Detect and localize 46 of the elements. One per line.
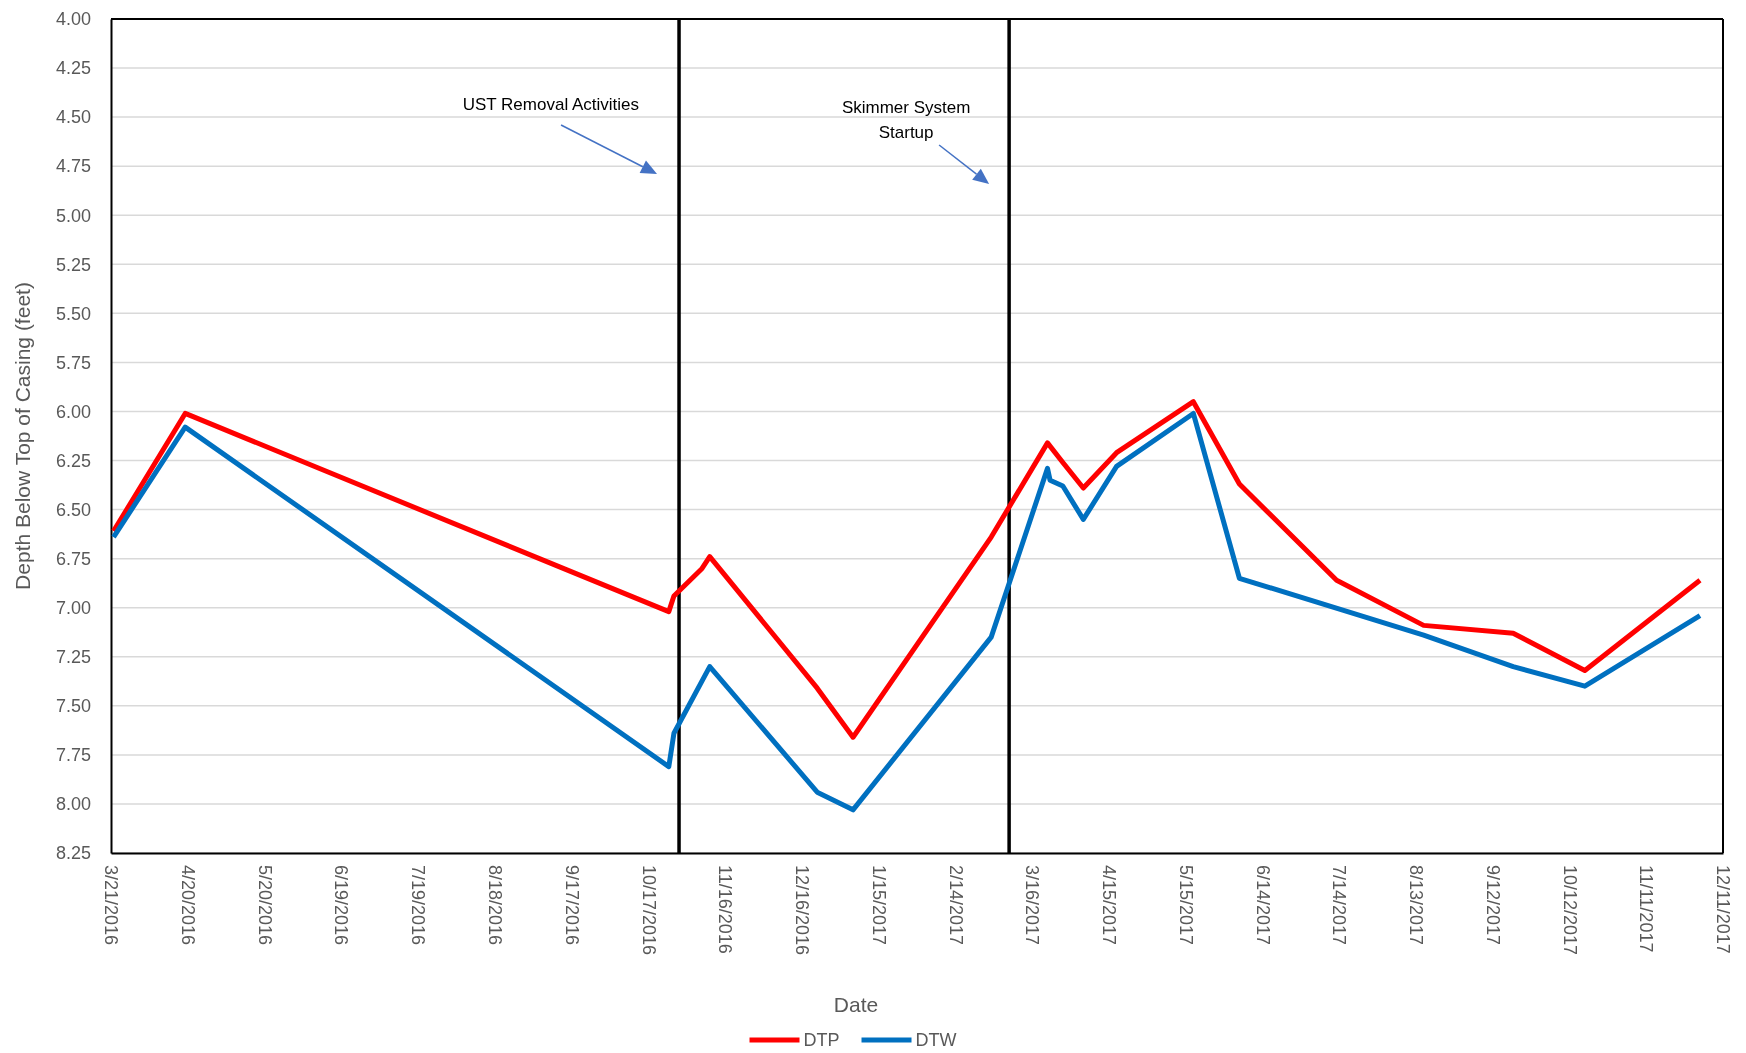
x-tick-label: 7/19/2016 bbox=[408, 865, 429, 946]
y-tick-label: 5.50 bbox=[55, 303, 91, 324]
y-tick-label: 7.50 bbox=[55, 696, 91, 717]
x-tick-label: 12/11/2017 bbox=[1713, 865, 1734, 954]
y-tick-label: 4.00 bbox=[55, 9, 91, 30]
y-tick-label: 5.75 bbox=[55, 352, 91, 373]
x-tick-label: 9/17/2016 bbox=[561, 865, 582, 946]
x-tick-label: 11/11/2017 bbox=[1636, 865, 1657, 953]
x-tick-label: 6/19/2016 bbox=[331, 865, 352, 946]
legend-label: DTW bbox=[915, 1030, 957, 1051]
y-tick-label: 8.25 bbox=[55, 843, 91, 864]
x-tick-label: 11/16/2016 bbox=[715, 865, 736, 954]
legend-label: DTP bbox=[803, 1030, 840, 1051]
x-tick-label: 5/15/2017 bbox=[1175, 865, 1196, 946]
y-tick-label: 6.00 bbox=[55, 401, 91, 422]
y-tick-label: 5.00 bbox=[55, 205, 91, 226]
x-tick-label: 3/16/2017 bbox=[1022, 865, 1043, 946]
x-tick-label: 4/20/2016 bbox=[177, 865, 198, 946]
y-tick-label: 4.75 bbox=[55, 156, 91, 177]
y-tick-label: 7.75 bbox=[55, 745, 91, 766]
x-tick-label: 1/15/2017 bbox=[868, 865, 889, 946]
y-tick-label: 8.00 bbox=[55, 794, 91, 815]
x-tick-label: 2/14/2017 bbox=[945, 865, 966, 946]
y-tick-label: 7.00 bbox=[55, 597, 91, 618]
x-tick-label: 4/15/2017 bbox=[1099, 865, 1120, 946]
x-tick-label: 8/13/2017 bbox=[1406, 865, 1427, 946]
x-tick-label: 9/12/2017 bbox=[1482, 865, 1503, 946]
x-tick-label: 10/17/2016 bbox=[638, 865, 659, 956]
y-tick-label: 5.25 bbox=[55, 254, 91, 275]
x-tick-label: 7/14/2017 bbox=[1329, 865, 1350, 946]
x-tick-label: 3/21/2016 bbox=[101, 865, 122, 946]
x-tick-label: 8/18/2016 bbox=[485, 865, 506, 946]
y-tick-label: 6.75 bbox=[55, 548, 91, 569]
y-axis-title: Depth Below Top of Casing (feet) bbox=[11, 282, 34, 590]
x-tick-label: 10/12/2017 bbox=[1559, 865, 1580, 956]
x-tick-label: 6/14/2017 bbox=[1252, 865, 1273, 946]
y-tick-label: 4.25 bbox=[55, 58, 91, 79]
y-tick-label: 6.50 bbox=[55, 499, 91, 520]
ref-line-label: UST Removal Activities bbox=[462, 95, 640, 114]
x-axis-title: Date bbox=[833, 993, 879, 1016]
x-tick-label: 5/20/2016 bbox=[254, 865, 275, 946]
x-tick-label: 12/16/2016 bbox=[792, 865, 813, 956]
y-tick-label: 7.25 bbox=[55, 647, 91, 668]
y-tick-label: 4.50 bbox=[55, 107, 91, 128]
y-tick-label: 6.25 bbox=[55, 450, 91, 471]
ref-line-label: Skimmer System Startup bbox=[841, 98, 971, 142]
